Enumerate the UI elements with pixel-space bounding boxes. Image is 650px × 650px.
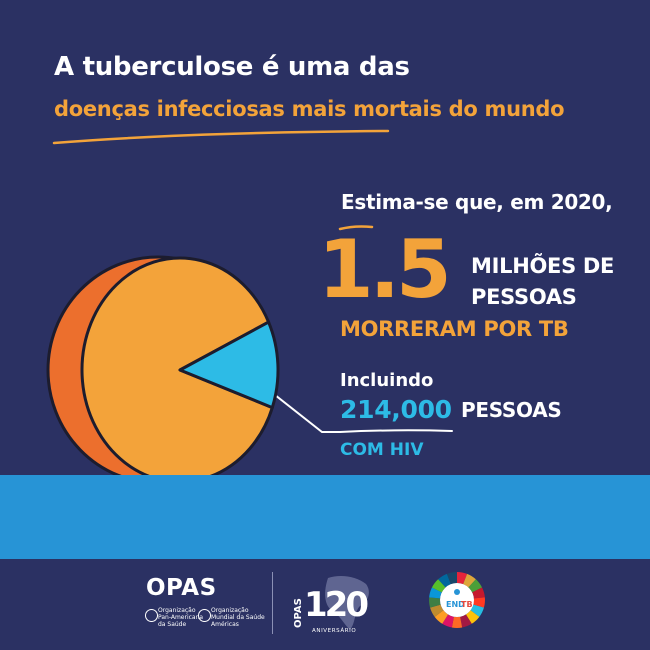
- footer-divider: [272, 572, 273, 634]
- sdg-wheel-segment: [468, 579, 483, 593]
- hiv-number: 214,000: [340, 395, 452, 424]
- anniversary-label: ANIVERSÁRIO: [312, 627, 356, 634]
- sdg-wheel-segment: [431, 579, 446, 593]
- sdg-wheel-segment: [434, 610, 449, 624]
- sdg-wheel-segment: [429, 587, 442, 599]
- anniversary-side-label: OPAS: [293, 598, 304, 628]
- opas-logo-text: OPAS: [146, 575, 217, 601]
- sdg-wheel-segment: [473, 597, 485, 608]
- endtb-tb: TB: [461, 600, 473, 609]
- sdg-wheel-icon: [429, 572, 485, 628]
- stat-unit-line-2: PESSOAS: [471, 285, 577, 309]
- stat-intro: Estima-se que, em 2020,: [341, 190, 613, 214]
- headline-line-1: A tuberculose é uma das: [54, 52, 410, 82]
- sdg-wheel-segment: [451, 616, 463, 628]
- americas-map-icon: [325, 576, 369, 630]
- person-icon: [454, 589, 460, 595]
- sdg-wheel-segment: [446, 572, 457, 585]
- sdg-wheel-segment: [470, 604, 484, 617]
- stat-outcome: MORRERAM POR TB: [340, 317, 569, 341]
- who-name: Organização Mundial da Saúde Américas: [211, 607, 265, 628]
- anniversary-number: 120: [304, 585, 368, 625]
- stat-unit-line-1: MILHÕES DE: [471, 254, 615, 278]
- hiv-intro: Incluindo: [340, 370, 434, 391]
- sdg-wheel-segment: [429, 597, 441, 608]
- hiv-unit: PESSOAS: [461, 398, 562, 422]
- sdg-wheel-segment: [472, 587, 485, 599]
- paho-globe-icon: [145, 609, 158, 622]
- sdg-wheel-segment: [457, 572, 468, 585]
- footer: [0, 559, 650, 650]
- big-number: 1.5: [318, 223, 452, 316]
- opas-120-anniversary-logo: OPAS 120 ANIVERSÁRIO: [293, 576, 371, 634]
- sdg-wheel-segment: [442, 614, 454, 628]
- sdg-wheel-segment: [430, 604, 444, 617]
- sdg-wheel-segment: [463, 573, 476, 588]
- who-globe-icon: [198, 609, 211, 622]
- hiv-qualifier: COM HIV: [340, 440, 424, 460]
- endtb-end: END: [446, 600, 465, 609]
- headline-line-2: doenças infecciosas mais mortais do mund…: [54, 97, 565, 121]
- end-tb-sdg-logo: END TB: [429, 572, 485, 628]
- sdg-wheel-segment: [438, 573, 451, 588]
- paho-name: Organização Pan-Americana da Saúde: [158, 607, 204, 628]
- sdg-wheel-segment: [460, 614, 472, 628]
- blue-band: [0, 475, 650, 559]
- sdg-wheel-segment: [465, 610, 480, 624]
- pie-slice-tb-deaths: [80, 256, 274, 484]
- pie-slice-hiv: [178, 320, 280, 410]
